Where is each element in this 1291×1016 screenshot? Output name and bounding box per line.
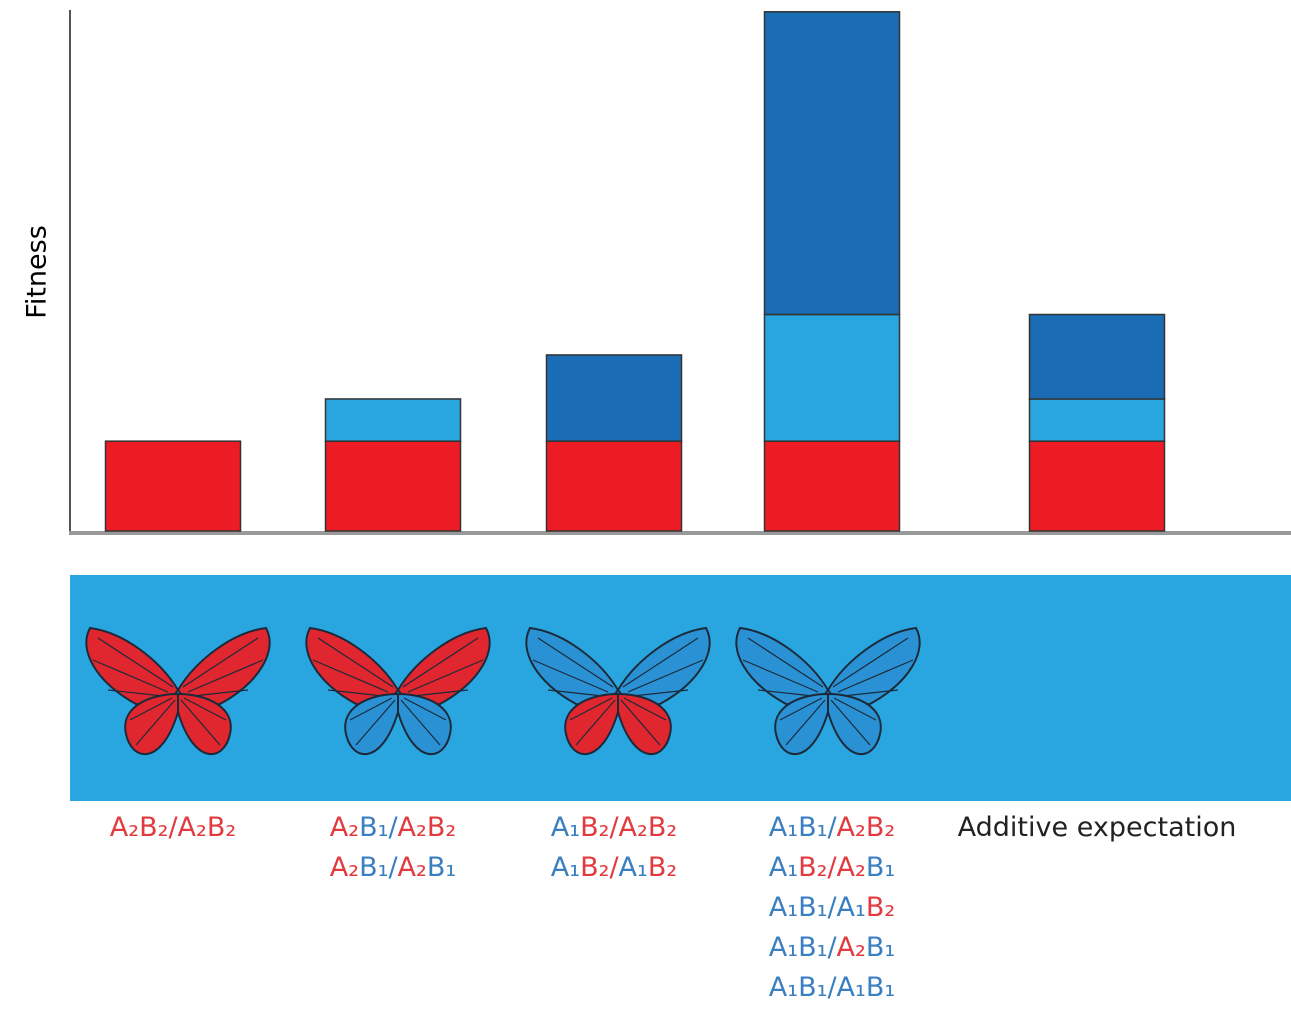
x-tick-label: A₁B₂/A₁B₂ xyxy=(551,852,677,883)
x-tick-label: A₁B₁/A₂B₂ xyxy=(769,812,895,843)
bar-segment xyxy=(324,440,462,532)
bar-segment xyxy=(324,398,462,442)
bar-segment xyxy=(1028,313,1166,400)
x-tick-label: Additive expectation xyxy=(958,812,1237,843)
x-tick-label: A₁B₁/A₁B₂ xyxy=(769,892,895,923)
y-axis-label: Fitness xyxy=(22,225,53,319)
x-tick-label: A₁B₁/A₁B₁ xyxy=(769,972,895,1003)
bar-segment xyxy=(545,440,683,532)
bar-segment xyxy=(763,440,901,532)
x-tick-label: A₂B₁/A₂B₂ xyxy=(330,812,456,843)
x-tick-label: A₁B₁/A₂B₁ xyxy=(769,932,895,963)
bar-segment xyxy=(1028,398,1166,442)
x-tick-label: A₁B₂/A₂B₂ xyxy=(551,812,677,843)
bar-segment xyxy=(104,440,242,532)
x-tick-label: A₂B₂/A₂B₂ xyxy=(110,812,236,843)
bar-segment xyxy=(1028,440,1166,532)
bar-segment xyxy=(763,313,901,442)
bar-segment xyxy=(763,11,901,316)
x-tick-label: A₁B₂/A₂B₁ xyxy=(769,852,895,883)
x-tick-label: A₂B₁/A₂B₁ xyxy=(330,852,456,883)
bar-segment xyxy=(545,354,683,442)
